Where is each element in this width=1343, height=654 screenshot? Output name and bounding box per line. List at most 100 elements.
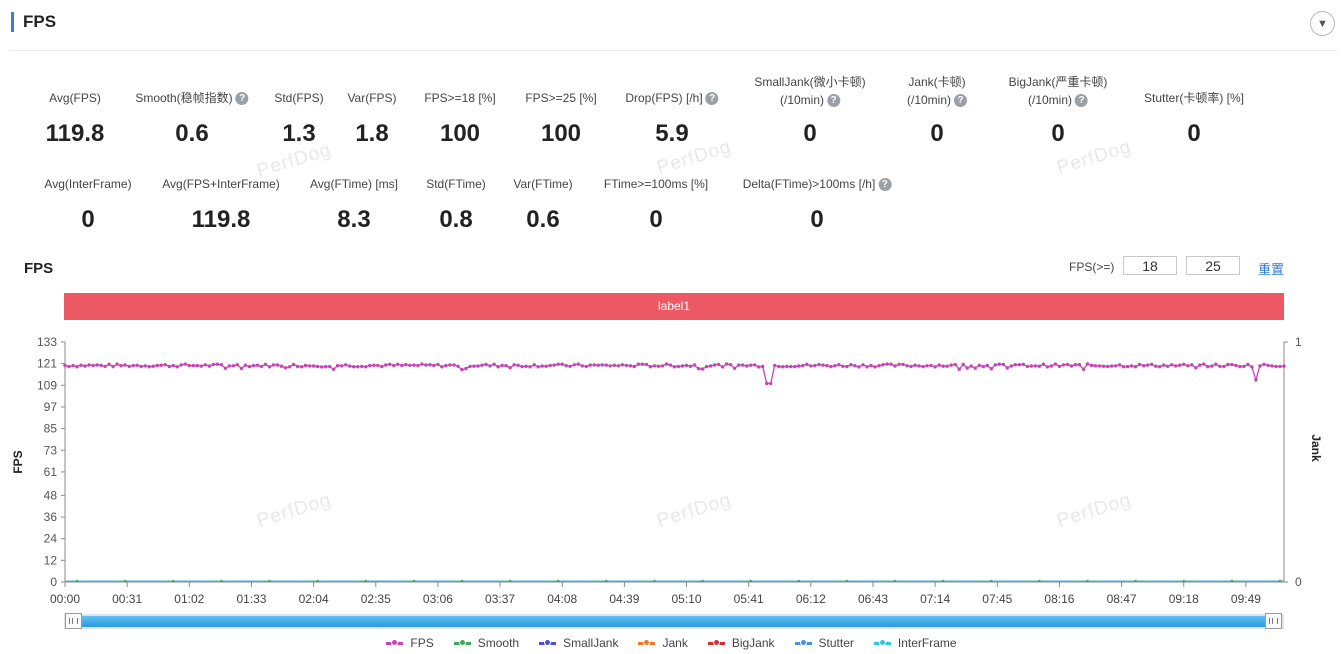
fps-point [303, 363, 308, 368]
stat-label: SmallJank(微小卡顿) [754, 74, 865, 90]
fps-point [328, 364, 332, 369]
fps-point [484, 362, 488, 367]
smooth-point [749, 579, 752, 583]
fps-point [191, 363, 195, 368]
header-divider [10, 50, 1337, 51]
y-tick-label: 109 [37, 378, 57, 392]
stat-label-text: SmallJank(微小卡顿) [754, 75, 866, 89]
stat-value: 0 [803, 120, 817, 147]
fps-threshold-input-1[interactable] [1123, 256, 1177, 275]
fps-point [1049, 364, 1054, 368]
smooth-point [1038, 579, 1041, 583]
fps-point [472, 364, 476, 368]
fps-point [372, 363, 376, 367]
fps-point [572, 363, 576, 367]
fps-point [1266, 363, 1270, 368]
stat-label-text: Var(FTime) [513, 177, 573, 191]
y-tick-label: 133 [37, 335, 57, 349]
fps-point [564, 364, 568, 368]
collapse-toggle-icon[interactable]: ▼ [1310, 11, 1335, 36]
reset-button[interactable]: 重置 [1258, 262, 1285, 277]
fps-point [1182, 362, 1186, 366]
watermark: PerfDog [1054, 136, 1134, 179]
fps-point [825, 363, 829, 368]
help-icon[interactable]: ? [827, 93, 841, 107]
fps-point [1246, 362, 1250, 367]
help-icon[interactable]: ? [878, 177, 892, 191]
stat-label: Avg(FTime) [ms] [310, 176, 398, 192]
fps-point [223, 366, 228, 370]
fps-point [524, 364, 528, 368]
fps-point [368, 363, 372, 368]
fps-point [496, 365, 500, 369]
fps-point [897, 362, 901, 366]
fps-point [468, 364, 472, 369]
stat-card: Avg(FPS+InterFrame) 119.8 [162, 175, 279, 233]
fps-point [231, 364, 236, 368]
fps-point [279, 364, 284, 368]
fps-point [448, 363, 452, 367]
fps-point [745, 364, 749, 368]
legend-item-smalljank[interactable]: SmallJank [539, 636, 618, 650]
fps-point [1170, 363, 1174, 367]
fps-point [227, 364, 232, 368]
fps-point [1093, 364, 1098, 368]
fps-point [420, 362, 424, 366]
legend-item-interframe[interactable]: InterFrame [873, 636, 957, 650]
x-tick-label: 06:12 [796, 592, 826, 606]
fps-point [1037, 364, 1042, 368]
help-icon[interactable]: ? [1075, 93, 1088, 107]
fps-point [195, 363, 199, 368]
fps-point [1073, 363, 1078, 367]
fps-point [905, 364, 909, 368]
legend-swatch-icon [638, 639, 656, 646]
zoom-slider-left-handle[interactable] [65, 613, 82, 629]
smooth-point [1278, 579, 1282, 583]
fps-point [1270, 364, 1274, 368]
stat-label: Drop(FPS) [/h]? [625, 90, 719, 106]
smooth-point [1086, 579, 1089, 583]
legend-item-smooth[interactable]: Smooth [453, 636, 519, 650]
stat-value: 8.3 [337, 206, 371, 233]
zoom-slider-right-handle[interactable] [1265, 613, 1282, 629]
legend-item-fps[interactable]: FPS [386, 636, 434, 650]
legend-item-stutter[interactable]: Stutter [794, 636, 854, 650]
legend-item-bigjank[interactable]: BigJank [707, 636, 775, 650]
fps-point [187, 363, 191, 368]
fps-threshold-input-2[interactable] [1186, 256, 1240, 275]
help-icon[interactable]: ? [235, 91, 249, 105]
fps-point [243, 363, 248, 367]
fps-point [400, 363, 404, 368]
fps-point [207, 364, 212, 368]
fps-point [388, 362, 392, 366]
help-icon[interactable]: ? [954, 93, 968, 107]
fps-point [1234, 363, 1238, 368]
fps-point [428, 363, 432, 367]
legend-item-jank[interactable]: Jank [638, 636, 688, 650]
fps-point [380, 364, 384, 369]
fps-point [171, 363, 175, 368]
fps-point [552, 363, 556, 367]
fps-point [761, 364, 765, 369]
legend-label: FPS [410, 636, 434, 650]
stat-card: Std(FPS) 1.3 [274, 89, 323, 147]
fps-point [680, 364, 685, 368]
help-icon[interactable]: ? [705, 91, 719, 105]
fps-point [1117, 363, 1122, 367]
fps-point [319, 365, 324, 369]
fps-point [785, 364, 789, 369]
fps-point [396, 362, 400, 366]
fps-point [909, 364, 913, 369]
fps-point [63, 363, 67, 368]
fps-point [1025, 364, 1030, 369]
fps-point [476, 364, 480, 368]
fps-point [1061, 363, 1066, 367]
stat-label-text: Std(FTime) [426, 177, 486, 191]
smooth-point [1134, 579, 1137, 583]
fps-point [873, 365, 877, 369]
fps-point [728, 363, 733, 367]
fps-point [700, 367, 705, 371]
smooth-point [941, 579, 945, 583]
zoom-slider-range[interactable] [74, 616, 1274, 627]
fps-point [416, 363, 420, 368]
